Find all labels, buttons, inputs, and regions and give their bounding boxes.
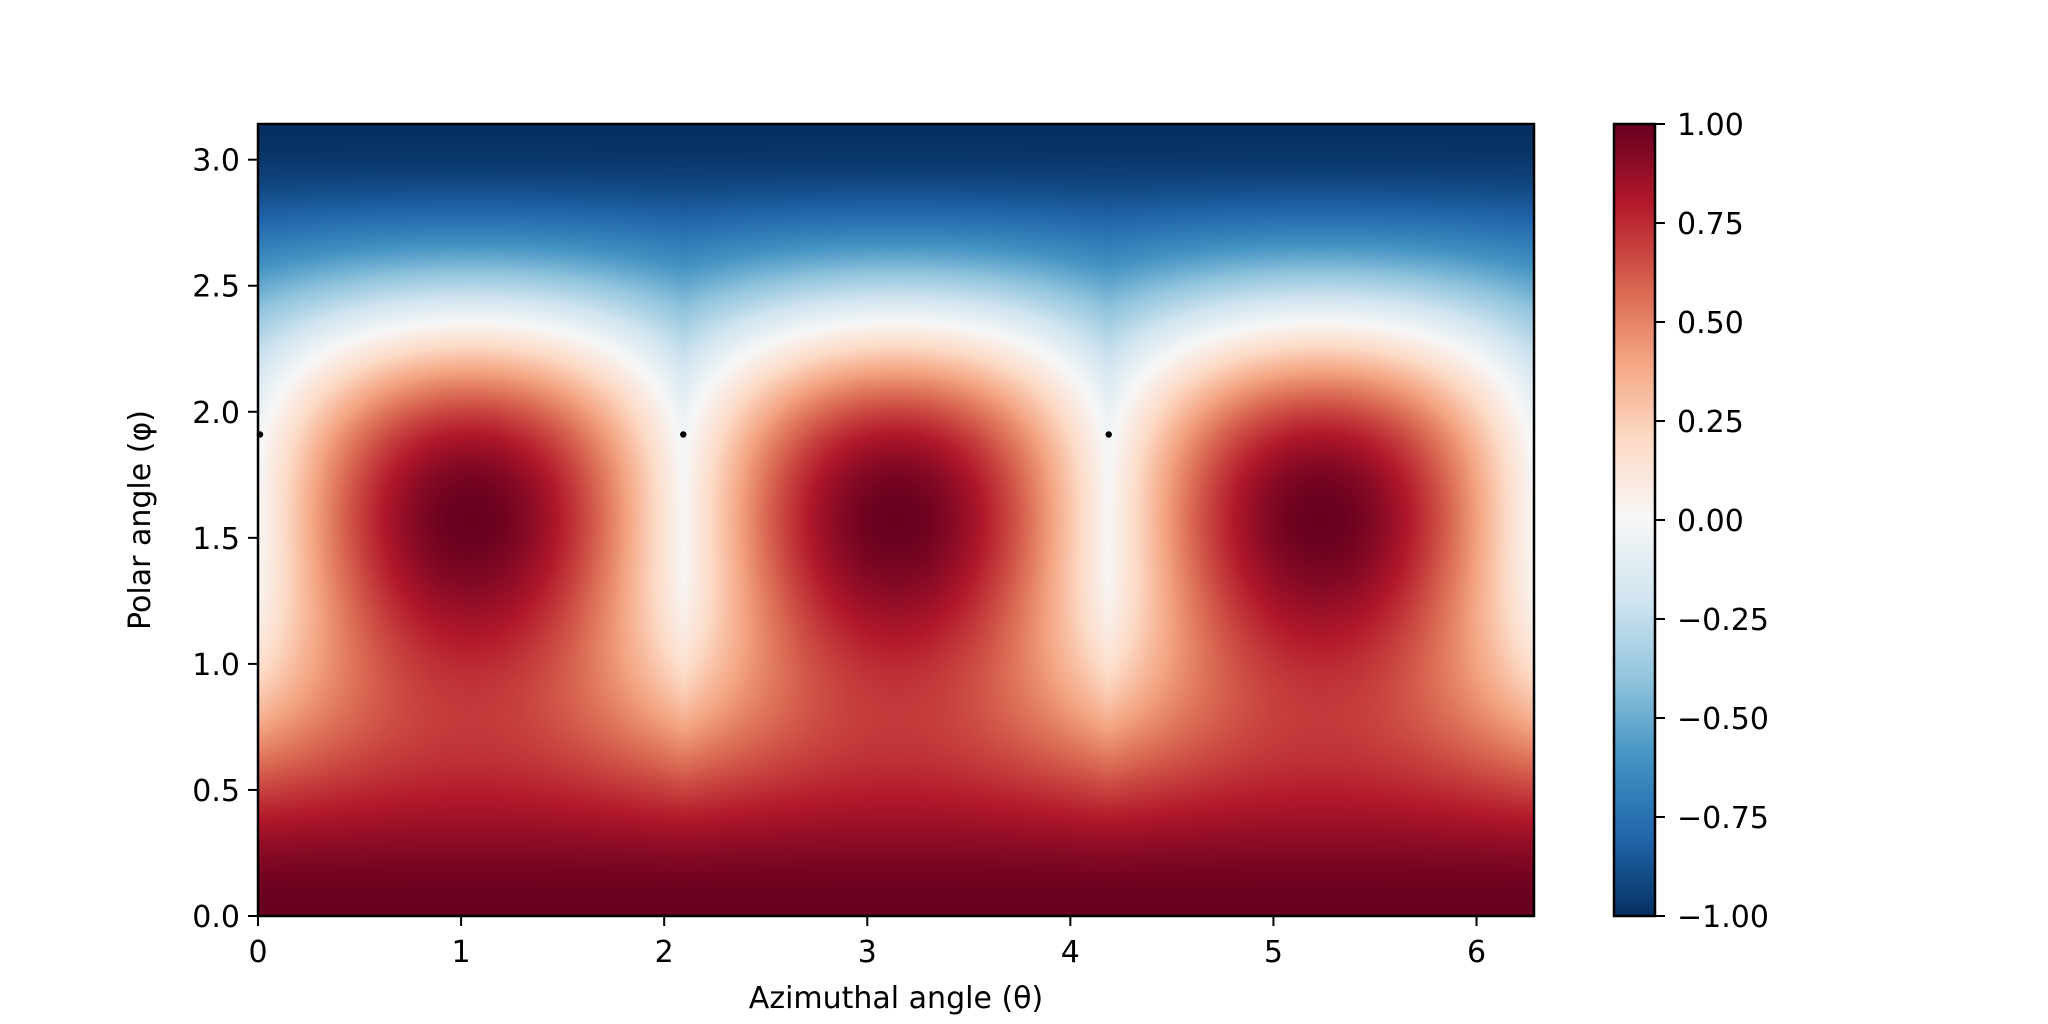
x-tick-label: 4 [1061,935,1080,970]
colorbar-tick-label: −0.25 [1677,603,1769,638]
x-axis-title: Azimuthal angle (θ) [749,981,1043,1016]
colorbar-tick-label: 0.00 [1677,504,1744,539]
x-tick-label: 2 [655,935,674,970]
colorbar-ticks: 1.00 0.75 0.50 0.25 0.00 −0.25 −0.50 −0.75 −1.00 [1655,108,1769,935]
colorbar [1612,122,1657,918]
y-tick-label: 1.5 [192,522,240,557]
colorbar-tick-label: −1.00 [1677,900,1769,935]
y-tick-label: 2.5 [192,270,240,305]
y-axis-ticks: 0.0 0.5 1.0 1.5 2.0 2.5 3.0 [192,144,258,935]
y-tick-label: 0.5 [192,774,240,809]
plot-frame [256,122,1536,918]
colorbar-tick-label: 0.25 [1677,405,1744,440]
colorbar-tick-label: −0.50 [1677,702,1769,737]
x-tick-label: 0 [248,935,267,970]
y-tick-label: 3.0 [192,144,240,179]
x-tick-label: 1 [452,935,471,970]
colorbar-tick-label: 1.00 [1677,108,1744,143]
marker-point [1105,431,1112,438]
x-axis-ticks: 0 1 2 3 4 5 6 [248,916,1486,970]
x-tick-label: 5 [1264,935,1283,970]
x-tick-label: 6 [1467,935,1486,970]
y-tick-label: 1.0 [192,648,240,683]
y-tick-label: 0.0 [192,900,240,935]
colorbar-tick-label: −0.75 [1677,801,1769,836]
y-axis-title: Polar angle (φ) [123,410,158,630]
marker-point [680,431,687,438]
colorbar-tick-label: 0.50 [1677,306,1744,341]
heatmap-image [258,124,1534,916]
y-tick-label: 2.0 [192,396,240,431]
colorbar-tick-label: 0.75 [1677,207,1744,242]
x-tick-label: 3 [858,935,877,970]
